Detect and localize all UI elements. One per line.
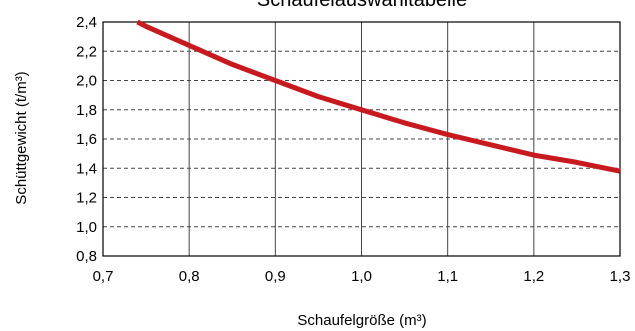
grid	[103, 22, 620, 256]
series-line	[136, 19, 621, 174]
x-axis-title: Schaufelgröße (m³)	[297, 312, 426, 329]
y-axis-title: Schüttgewicht (t/m³)	[13, 71, 30, 204]
y-tick-labels: 2,4 2,2 2,0 1,8 1,6 1,4 1,2 1,0 0,8	[76, 14, 97, 265]
x-tick-label: 0,9	[265, 268, 286, 285]
y-tick-label: 1,6	[76, 131, 97, 148]
y-tick-label: 2,2	[76, 43, 97, 60]
y-tick-label: 0,8	[76, 248, 97, 265]
y-tick-label: 1,0	[76, 219, 97, 236]
x-tick-label: 1,3	[610, 268, 631, 285]
x-tick-label: 1,2	[523, 268, 544, 285]
chart-title: Schaufelauswahltabelle	[257, 0, 467, 11]
y-tick-label: 1,8	[76, 102, 97, 119]
plot-frame	[102, 21, 621, 257]
x-tick-labels: 0,7 0,8 0,9 1,0 1,1 1,2 1,3	[93, 268, 631, 285]
x-tick-label: 0,8	[179, 268, 200, 285]
axes	[102, 21, 621, 257]
y-tick-label: 2,0	[76, 73, 97, 90]
x-tick-label: 1,0	[351, 268, 372, 285]
y-tick-label: 2,4	[76, 14, 97, 31]
y-tick-label: 1,2	[76, 190, 97, 207]
x-tick-label: 0,7	[93, 268, 114, 285]
y-tick-label: 1,4	[76, 160, 97, 177]
x-tick-label: 1,1	[437, 268, 458, 285]
series-group	[136, 19, 621, 174]
